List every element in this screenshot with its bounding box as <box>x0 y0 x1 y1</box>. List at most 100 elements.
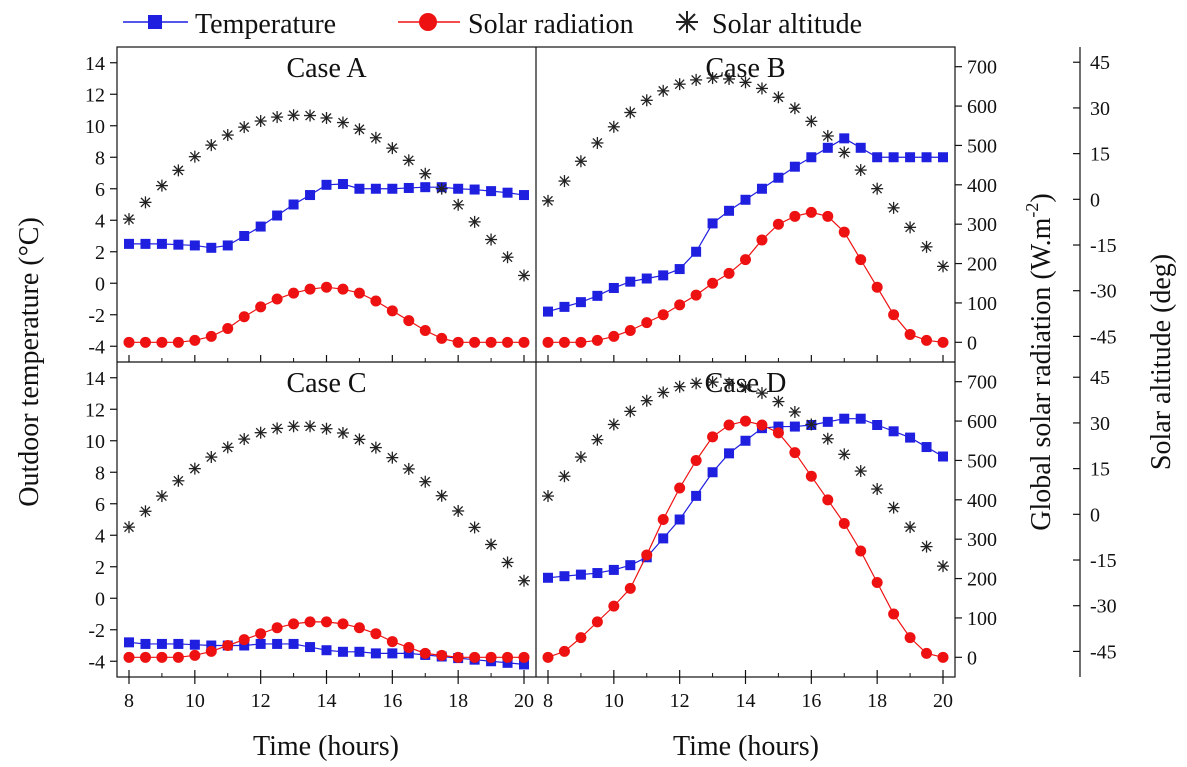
solar-radiation-point <box>370 295 382 307</box>
solar-altitude-point <box>542 490 554 503</box>
solar-altitude-point <box>468 215 481 228</box>
temperature-point <box>206 242 217 253</box>
solar-altitude-point <box>419 475 432 488</box>
solar-altitude-point <box>353 433 366 446</box>
temperature-point <box>641 273 652 284</box>
temperature-tick-label: 2 <box>95 242 105 264</box>
temperature-point <box>486 186 497 197</box>
solar-radiation-point <box>937 651 949 663</box>
solar-radiation-point <box>321 616 332 628</box>
solar-altitude-point <box>419 167 432 180</box>
altitude-tick-label: 30 <box>1090 413 1110 435</box>
solar-radiation-point <box>172 651 184 663</box>
solar-radiation-point <box>707 277 719 289</box>
solar-radiation-point <box>690 289 702 301</box>
radiation-tick-label: 400 <box>967 175 997 197</box>
solar-altitude-point <box>607 418 620 431</box>
solar-altitude-point <box>287 109 300 122</box>
x-tick-label: 20 <box>514 690 534 712</box>
temperature-tick-label: 10 <box>85 116 105 138</box>
solar-altitude-point <box>574 155 587 168</box>
temperature-point <box>559 571 570 582</box>
temperature-point <box>674 514 685 525</box>
solar-radiation-point <box>542 336 554 348</box>
solar-altitude-point <box>624 405 637 418</box>
temperature-tick-label: 4 <box>95 210 105 232</box>
solar-radiation-point <box>139 651 151 663</box>
solar-radiation-point <box>518 336 530 348</box>
solar-altitude-point <box>435 489 448 502</box>
solar-altitude-point <box>690 377 703 390</box>
temperature-point <box>724 205 735 216</box>
temperature-point <box>905 152 916 163</box>
radiation-tick-label: 300 <box>967 529 997 551</box>
temperature-point <box>288 199 299 210</box>
solar-altitude-point <box>673 78 686 91</box>
solar-altitude-point <box>904 521 917 534</box>
solar-radiation-point <box>436 649 448 661</box>
solar-radiation-point <box>436 332 448 344</box>
temperature-point <box>855 413 866 424</box>
solar-radiation-point <box>156 651 168 663</box>
radiation-tick-label: 300 <box>967 214 997 236</box>
temperature-point <box>855 142 866 153</box>
temperature-point <box>239 231 250 241</box>
temperature-point <box>337 179 348 190</box>
x-tick-label: 16 <box>382 690 402 712</box>
temperature-point <box>173 239 184 250</box>
solar-radiation-line <box>548 211 944 343</box>
altitude-tick-label: -45 <box>1090 326 1117 348</box>
solar-radiation-point <box>271 622 283 634</box>
solar-radiation-point <box>558 645 570 657</box>
solar-altitude-point <box>904 221 917 234</box>
temperature-point <box>658 533 669 544</box>
altitude-tick-label: -45 <box>1090 641 1117 663</box>
solar-radiation-point <box>674 482 686 494</box>
temperature-point <box>140 638 151 649</box>
temperature-tick-label: 8 <box>95 147 105 169</box>
altitude-tick-label: 15 <box>1090 144 1110 166</box>
x-tick-label: 10 <box>604 690 624 712</box>
x-tick-label: 12 <box>670 690 690 712</box>
solar-altitude-point <box>838 448 851 461</box>
altitude-tick-label: 15 <box>1090 459 1110 481</box>
solar-altitude-point <box>821 129 834 142</box>
panel-title: Case A <box>286 53 367 84</box>
solar-altitude-point <box>788 102 801 115</box>
solar-altitude-point <box>271 422 284 435</box>
solar-radiation-point <box>403 641 415 653</box>
solar-altitude-point <box>723 72 736 85</box>
temperature-point <box>502 657 513 668</box>
temperature-point <box>658 270 669 281</box>
solar-radiation-point <box>690 454 702 466</box>
solar-altitude-point <box>920 240 933 253</box>
solar-altitude-point <box>205 139 218 152</box>
solar-radiation-point <box>756 234 768 246</box>
temperature-point <box>608 564 619 575</box>
radiation-tick-label: 0 <box>967 332 977 354</box>
solar-radiation-point <box>805 470 817 482</box>
solar-altitude-point <box>706 376 719 389</box>
solar-altitude-point <box>838 146 851 159</box>
temperature-point <box>502 187 513 198</box>
temperature-point <box>724 448 735 459</box>
temperature-line <box>129 183 525 249</box>
temperature-point <box>872 152 883 163</box>
solar-radiation-point <box>937 336 949 348</box>
temperature-point <box>822 416 833 427</box>
temperature-point <box>789 161 800 172</box>
legend-altitude-marker <box>676 11 698 33</box>
temperature-point <box>173 638 184 649</box>
solar-radiation-point <box>304 283 316 295</box>
solar-radiation-point <box>255 301 267 313</box>
solar-altitude-point <box>369 131 382 144</box>
solar-altitude-point <box>336 426 349 439</box>
solar-radiation-point <box>789 447 801 459</box>
solar-radiation-point <box>740 415 751 427</box>
solar-radiation-point <box>772 218 784 230</box>
temperature-point <box>354 183 365 194</box>
radiation-tick-label: 0 <box>967 647 977 669</box>
temperature-point <box>370 183 381 194</box>
temperature-point <box>156 638 167 649</box>
altitude-tick-label: 0 <box>1090 504 1100 526</box>
